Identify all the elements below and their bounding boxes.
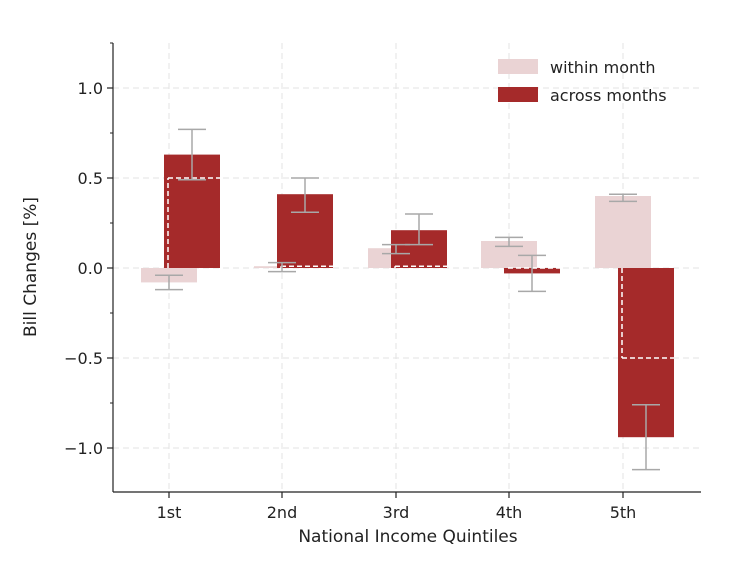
x-tick-label-3rd: 3rd (383, 503, 410, 522)
legend-swatch-across-months (498, 87, 538, 102)
y-axis-label: Bill Changes [%] (21, 197, 41, 337)
y-tick-label-0: 1.0 (78, 79, 103, 98)
grid-lines (113, 43, 701, 492)
legend-label-within-month: within month (550, 58, 656, 77)
x-tick-label-5th: 5th (610, 503, 637, 522)
error-bars (155, 128, 660, 471)
legend-label-across-months: across months (550, 86, 667, 105)
y-tick-label-2: 0.0 (78, 259, 103, 278)
bar-within-month-5th (595, 196, 651, 268)
axes (107, 42, 701, 498)
x-tick-label-1st: 1st (157, 503, 182, 522)
inner-markers (167, 177, 674, 359)
x-tick-label-2nd: 2nd (267, 503, 297, 522)
tick-labels: 1.0 0.5 0.0 −0.5 −1.0 1st 2nd 3rd 4th 5th (64, 79, 636, 522)
legend-swatch-within-month (498, 59, 538, 74)
legend: within month across months (498, 58, 667, 105)
x-axis-label: National Income Quintiles (298, 527, 517, 547)
y-tick-label-1: 0.5 (78, 169, 103, 188)
x-tick-label-4th: 4th (496, 503, 523, 522)
y-tick-label-4: −1.0 (64, 439, 103, 458)
bars (141, 154, 674, 438)
y-tick-label-3: −0.5 (64, 349, 103, 368)
